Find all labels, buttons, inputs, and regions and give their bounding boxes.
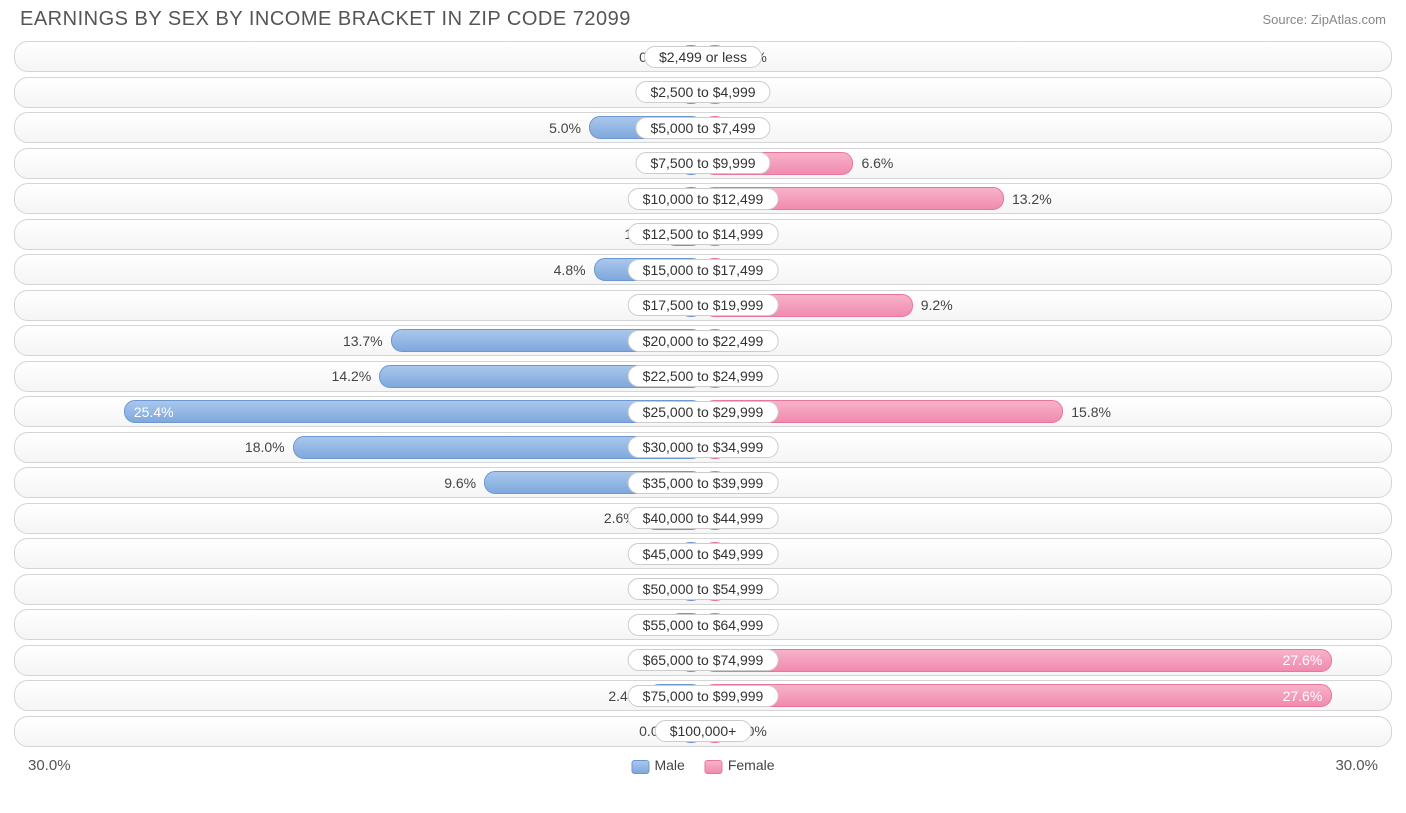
chart-row: 25.4% 15.8% $25,000 to $29,999 [14,396,1392,427]
category-label: $7,500 to $9,999 [635,152,770,174]
chart-row: 0.0%0.0%$100,000+ [14,716,1392,747]
female-bar [703,684,1332,707]
category-label: $10,000 to $12,499 [628,188,779,210]
chart-area: 0.0%0.0%$2,499 or less 0.0%0.0%$2,500 to … [0,35,1406,747]
chart-row: 2.6%0.0%$40,000 to $44,999 [14,503,1392,534]
female-swatch-icon [705,760,723,774]
chart-row: 0.0%0.0%$2,500 to $4,999 [14,77,1392,108]
chart-row: 0.0%13.2%$10,000 to $12,499 [14,183,1392,214]
chart-row: 14.2%0.0%$22,500 to $24,999 [14,361,1392,392]
category-label: $12,500 to $14,999 [628,223,779,245]
category-label: $45,000 to $49,999 [628,543,779,565]
chart-row: 0.0%0.0%$2,499 or less [14,41,1392,72]
chart-title: EARNINGS BY SEX BY INCOME BRACKET IN ZIP… [20,8,631,31]
chart-row: 0.0%6.6%$7,500 to $9,999 [14,148,1392,179]
legend: Male Female [631,757,774,773]
category-label: $35,000 to $39,999 [628,472,779,494]
male-bar [124,400,703,423]
category-label: $2,500 to $4,999 [635,81,770,103]
female-value-label: 6.6% [861,155,893,171]
female-value-label: 13.2% [1012,191,1052,207]
legend-female: Female [705,757,775,773]
female-value-label: 15.8% [1071,404,1111,420]
male-value-label: 5.0% [549,120,581,136]
category-label: $17,500 to $19,999 [628,294,779,316]
category-label: $2,499 or less [644,46,762,68]
male-swatch-icon [631,760,649,774]
female-value-label: 9.2% [921,297,953,313]
male-value-label: 14.2% [332,368,372,384]
chart-row: 1.5%0.0%$55,000 to $64,999 [14,609,1392,640]
category-label: $5,000 to $7,499 [635,117,770,139]
chart-row: 2.4%27.6%$75,000 to $99,999 [14,680,1392,711]
axis-max-right: 30.0% [1335,757,1378,774]
male-value-label: 25.4% [134,404,174,420]
chart-row: 1.0%0.0%$45,000 to $49,999 [14,538,1392,569]
category-label: $50,000 to $54,999 [628,578,779,600]
female-bar [703,649,1332,672]
category-label: $22,500 to $24,999 [628,365,779,387]
male-value-label: 18.0% [245,439,285,455]
category-label: $65,000 to $74,999 [628,649,779,671]
chart-row: 4.8%0.0%$15,000 to $17,499 [14,254,1392,285]
male-value-label: 13.7% [343,333,383,349]
chart-row: 13.7%0.0%$20,000 to $22,499 [14,325,1392,356]
male-value-label: 9.6% [444,475,476,491]
chart-row: 0.0%27.6%$65,000 to $74,999 [14,645,1392,676]
category-label: $100,000+ [655,720,752,742]
chart-footer: 30.0% Male Female 30.0% [0,751,1406,774]
female-value-label: 27.6% [1283,652,1323,668]
male-value-label: 4.8% [554,262,586,278]
category-label: $15,000 to $17,499 [628,259,779,281]
category-label: $20,000 to $22,499 [628,330,779,352]
category-label: $40,000 to $44,999 [628,507,779,529]
female-value-label: 27.6% [1283,688,1323,704]
chart-row: 18.0%0.0%$30,000 to $34,999 [14,432,1392,463]
category-label: $75,000 to $99,999 [628,685,779,707]
category-label: $25,000 to $29,999 [628,401,779,423]
chart-row: 0.0%9.2%$17,500 to $19,999 [14,290,1392,321]
chart-source: Source: ZipAtlas.com [1262,12,1386,27]
category-label: $55,000 to $64,999 [628,614,779,636]
category-label: $30,000 to $34,999 [628,436,779,458]
chart-header: EARNINGS BY SEX BY INCOME BRACKET IN ZIP… [0,0,1406,35]
chart-row: 5.0%0.0%$5,000 to $7,499 [14,112,1392,143]
axis-max-left: 30.0% [28,757,71,774]
chart-row: 9.6%0.0%$35,000 to $39,999 [14,467,1392,498]
chart-row: 0.0%0.0%$50,000 to $54,999 [14,574,1392,605]
chart-row: 1.7%0.0%$12,500 to $14,999 [14,219,1392,250]
legend-male: Male [631,757,684,773]
